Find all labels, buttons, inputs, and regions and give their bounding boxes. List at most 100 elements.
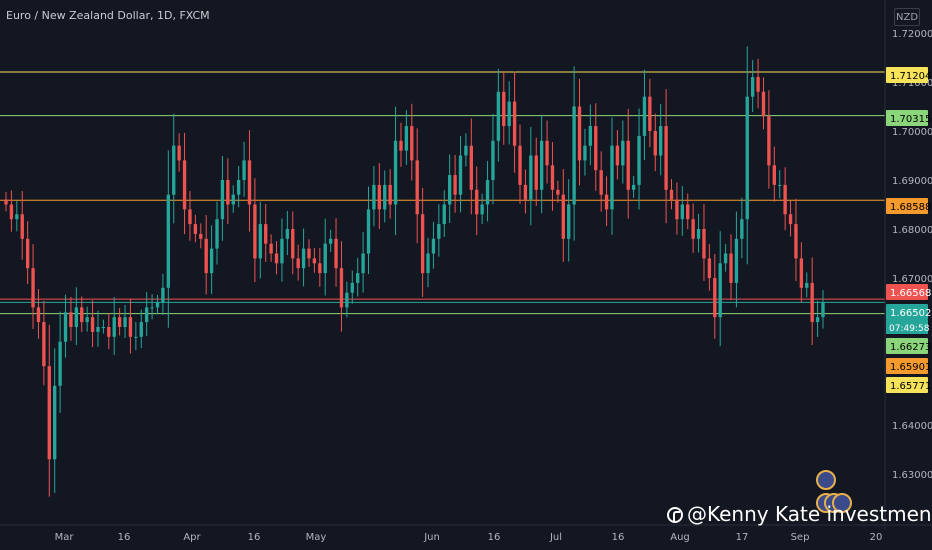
candle xyxy=(366,186,371,275)
candle xyxy=(680,186,685,236)
price-badge-label: 1.66273 xyxy=(890,342,931,353)
price-badge-label: 1.66568 xyxy=(890,288,931,299)
candle xyxy=(269,234,273,262)
candle xyxy=(9,190,14,232)
candle xyxy=(723,244,728,272)
candle xyxy=(74,287,79,346)
candle xyxy=(172,113,176,224)
x-tick-label: Jun xyxy=(423,532,440,543)
candle xyxy=(209,225,214,295)
candle xyxy=(193,214,198,243)
candle xyxy=(231,185,235,213)
price-badge-label: 1.68588 xyxy=(890,202,931,213)
candle xyxy=(772,146,776,202)
y-tick-label: 1.63000 xyxy=(892,470,932,481)
candle xyxy=(518,124,522,204)
candle xyxy=(334,218,338,287)
y-tick-label: 1.71000 xyxy=(892,78,932,89)
candle xyxy=(756,58,760,109)
candle xyxy=(631,175,636,198)
candle xyxy=(155,294,160,315)
candle xyxy=(339,241,344,332)
price-badge-label: 1.71204 xyxy=(890,71,931,82)
candle xyxy=(139,309,143,349)
price-axis[interactable]: 1.72000 1.71000 1.70000 1.69000 1.68000 1.670… xyxy=(884,0,932,530)
candle xyxy=(410,103,414,181)
candle xyxy=(637,108,641,210)
candle xyxy=(583,128,587,176)
indicator-avatars[interactable] xyxy=(816,470,852,513)
candle xyxy=(556,180,560,203)
candle xyxy=(236,166,241,208)
price-badge xyxy=(886,338,928,354)
candle xyxy=(285,210,290,256)
candle xyxy=(431,221,436,269)
candle xyxy=(686,193,690,230)
candle xyxy=(778,170,782,199)
candle xyxy=(599,151,603,212)
candle xyxy=(264,204,268,262)
candle xyxy=(426,237,430,288)
price-badges: 1.71204 1.70315 1.68588 1.66568 1.66502 07:49… xyxy=(886,67,931,393)
candle xyxy=(15,200,19,232)
candle xyxy=(750,59,755,113)
y-tick-label: 1.68000 xyxy=(892,225,932,236)
candle xyxy=(388,169,392,219)
x-tick-label: Apr xyxy=(183,532,201,543)
candle xyxy=(226,158,230,225)
candle xyxy=(177,133,181,172)
x-tick-label: 20 xyxy=(870,532,883,543)
time-axis[interactable]: Mar 16 Apr 16 May Jun 16 Jul 16 Aug 17 Sep 20 xyxy=(0,524,932,543)
x-tick-label: 16 xyxy=(488,532,501,543)
candle xyxy=(420,187,425,297)
candle xyxy=(453,155,457,213)
publisher-icon xyxy=(667,507,683,523)
countdown-badge xyxy=(886,320,928,334)
candle xyxy=(507,81,511,145)
x-tick-label: 16 xyxy=(118,532,131,543)
avatar-icon xyxy=(816,470,836,490)
currency-label[interactable]: NZD xyxy=(894,8,920,26)
candle xyxy=(642,69,647,161)
candle xyxy=(80,296,84,333)
candle xyxy=(805,272,809,298)
candle xyxy=(545,120,549,184)
candle xyxy=(469,118,473,215)
candle xyxy=(734,211,739,308)
candle xyxy=(475,166,479,236)
candle xyxy=(788,200,793,237)
candle xyxy=(323,218,327,296)
price-badge xyxy=(886,284,928,300)
price-badge xyxy=(886,358,928,374)
candle xyxy=(220,155,225,241)
candle xyxy=(615,130,620,180)
price-badge xyxy=(886,304,928,320)
candle xyxy=(653,113,657,172)
candle xyxy=(204,215,208,295)
candle xyxy=(729,234,733,301)
candle xyxy=(485,161,490,222)
candle xyxy=(328,229,333,252)
candle xyxy=(258,201,262,279)
candle xyxy=(447,154,452,224)
candle xyxy=(404,110,409,165)
price-badge-label: 1.70315 xyxy=(890,114,931,125)
candle xyxy=(53,348,57,494)
candle xyxy=(199,223,203,249)
price-badge-label: 1.65771 xyxy=(890,381,931,392)
candle xyxy=(539,114,544,214)
candle xyxy=(96,310,100,347)
price-badge xyxy=(886,198,928,214)
candle xyxy=(25,221,30,285)
candles xyxy=(4,46,825,497)
candle xyxy=(85,306,89,332)
candle xyxy=(58,311,62,413)
candle xyxy=(648,78,652,148)
candle xyxy=(345,281,349,318)
candle xyxy=(301,228,306,287)
candle xyxy=(588,104,593,166)
candle xyxy=(69,296,73,341)
candle xyxy=(529,126,533,226)
candle xyxy=(491,113,495,205)
